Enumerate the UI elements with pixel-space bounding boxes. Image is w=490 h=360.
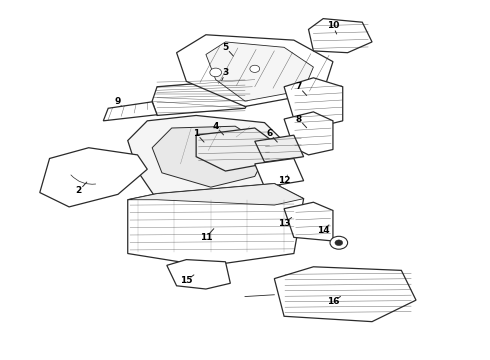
Text: 16: 16 — [327, 297, 339, 306]
Text: 8: 8 — [295, 114, 302, 123]
Polygon shape — [284, 202, 333, 241]
Text: 6: 6 — [266, 129, 272, 138]
Circle shape — [335, 240, 343, 246]
Polygon shape — [152, 126, 270, 187]
Text: 4: 4 — [213, 122, 219, 131]
Polygon shape — [309, 19, 372, 53]
Text: 14: 14 — [317, 226, 329, 235]
Polygon shape — [255, 158, 304, 187]
Text: 5: 5 — [222, 43, 228, 52]
Circle shape — [210, 68, 221, 77]
Polygon shape — [128, 116, 294, 200]
Text: 7: 7 — [295, 82, 302, 91]
Text: 9: 9 — [115, 96, 121, 105]
Text: 2: 2 — [76, 186, 82, 195]
Polygon shape — [206, 42, 314, 101]
Polygon shape — [128, 184, 304, 266]
Polygon shape — [128, 184, 304, 205]
Polygon shape — [284, 78, 343, 128]
Circle shape — [250, 65, 260, 72]
Polygon shape — [40, 148, 147, 207]
Text: 13: 13 — [278, 219, 291, 228]
Text: 3: 3 — [222, 68, 228, 77]
Polygon shape — [196, 128, 274, 171]
Polygon shape — [284, 112, 333, 155]
Text: 12: 12 — [278, 176, 291, 185]
Text: 1: 1 — [193, 129, 199, 138]
Text: 11: 11 — [199, 233, 212, 242]
Polygon shape — [176, 35, 333, 107]
Circle shape — [330, 236, 347, 249]
Polygon shape — [255, 135, 304, 162]
Polygon shape — [274, 267, 416, 321]
Polygon shape — [103, 102, 157, 121]
Polygon shape — [152, 80, 255, 116]
Polygon shape — [167, 260, 230, 289]
Text: 15: 15 — [180, 276, 193, 285]
Text: 10: 10 — [327, 21, 339, 30]
